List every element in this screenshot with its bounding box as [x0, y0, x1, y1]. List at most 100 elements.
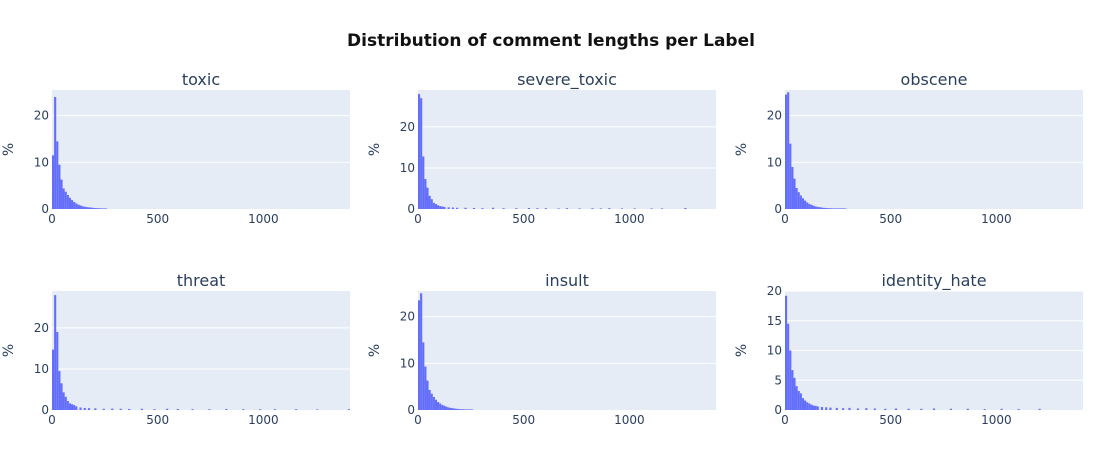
- histogram-bar: [565, 208, 569, 209]
- subplot-insult: 0 10 20 0 500 1000 insult%: [367, 271, 716, 427]
- histogram-bar: [620, 208, 624, 209]
- histogram-bar: [451, 408, 454, 410]
- histogram-bar: [633, 208, 636, 209]
- histogram-bar: [447, 207, 450, 209]
- histogram-bar: [808, 203, 811, 209]
- histogram-bar: [430, 393, 433, 410]
- y-tick-label: 10: [400, 356, 415, 370]
- histogram-bar: [71, 404, 74, 410]
- histogram-bar: [316, 409, 319, 410]
- histogram-bar: [68, 403, 72, 410]
- histogram-bar: [102, 208, 105, 209]
- histogram-bar: [119, 408, 122, 410]
- histogram-bar: [191, 409, 194, 410]
- histogram-bar: [83, 407, 86, 410]
- subplot-obscene: 0 10 20 0 500 1000 obscene%: [734, 70, 1083, 226]
- histogram-bar: [441, 206, 444, 209]
- histogram-bar: [812, 205, 815, 209]
- histogram-bar: [825, 407, 828, 410]
- plot-area: [52, 90, 350, 209]
- histogram-bar: [795, 188, 798, 209]
- histogram-bar: [829, 407, 832, 410]
- histogram-bar: [128, 408, 131, 410]
- histogram-bar: [62, 392, 65, 410]
- figure-title: Distribution of comment lengths per Labe…: [347, 31, 755, 51]
- y-tick-label: 20: [400, 120, 415, 134]
- histogram-bar: [166, 408, 169, 410]
- histogram-bar: [684, 207, 687, 209]
- plot-area: [52, 291, 350, 410]
- y-tick-label: 10: [767, 155, 782, 169]
- histogram-bar: [466, 409, 469, 410]
- histogram-bar: [1038, 408, 1041, 410]
- histogram-bar: [54, 295, 57, 410]
- histogram-bar: [111, 408, 114, 410]
- histogram-bar: [424, 179, 427, 209]
- x-tick-label: 0: [781, 413, 789, 427]
- histogram-bar: [650, 208, 653, 209]
- y-tick-label: 15: [767, 314, 782, 328]
- histogram-bar: [295, 409, 298, 410]
- histogram-bar: [966, 408, 969, 410]
- histogram-bar: [456, 408, 459, 410]
- histogram-bar: [428, 195, 431, 209]
- histogram-bar: [827, 208, 830, 209]
- histogram-bar: [73, 202, 76, 209]
- subplot-identity_hate: 0 5 10 15 20 0 500 1000 identity_hate%: [734, 271, 1083, 427]
- histogram-bar: [814, 206, 817, 209]
- y-tick-label: 0: [774, 403, 782, 417]
- histogram-bar: [441, 404, 444, 410]
- y-tick-label: 0: [407, 202, 415, 216]
- histogram-bar: [894, 408, 898, 410]
- x-tick-label: 0: [414, 212, 422, 226]
- histogram-bar: [432, 396, 435, 410]
- histogram-bar: [797, 192, 800, 209]
- x-tick-label: 500: [146, 212, 169, 226]
- histogram-bar: [60, 383, 63, 410]
- y-axis-label: %: [1, 143, 17, 156]
- x-tick-label: 0: [48, 212, 56, 226]
- histogram-bar: [98, 208, 101, 209]
- histogram-bar: [140, 408, 143, 410]
- y-tick-label: 0: [41, 403, 49, 417]
- histogram-bar: [52, 349, 55, 410]
- histogram-bar: [816, 206, 819, 209]
- histogram-bar: [791, 370, 794, 410]
- histogram-bar: [58, 371, 61, 410]
- y-tick-label: 20: [34, 321, 49, 335]
- histogram-bar: [949, 408, 952, 410]
- histogram-bar: [418, 300, 421, 410]
- y-axis-label: %: [734, 344, 750, 357]
- x-tick-label: 1000: [614, 413, 645, 427]
- x-tick-label: 1000: [614, 212, 645, 226]
- histogram-bar: [1000, 408, 1003, 410]
- histogram-bar: [176, 408, 179, 410]
- histogram-bar: [468, 409, 471, 410]
- histogram-bar: [825, 208, 828, 209]
- histogram-bar: [422, 156, 425, 209]
- histogram-bar: [920, 408, 923, 410]
- histogram-bar: [87, 207, 91, 209]
- histogram-bar: [789, 143, 792, 209]
- histogram-bar: [472, 207, 476, 209]
- histogram-bar: [426, 187, 429, 209]
- histogram-bar: [787, 323, 790, 410]
- histogram-bar: [56, 332, 59, 410]
- histogram-bar: [75, 406, 78, 410]
- histogram-bar: [795, 386, 798, 410]
- y-tick-label: 20: [767, 284, 782, 298]
- y-axis-label: %: [367, 143, 383, 156]
- x-tick-label: 1000: [248, 413, 279, 427]
- histogram-bar: [791, 167, 794, 209]
- histogram-bar: [833, 208, 836, 209]
- histogram-bar: [578, 208, 581, 209]
- histogram-bar: [77, 204, 80, 209]
- histogram-bar: [225, 408, 228, 410]
- histogram-bar: [831, 208, 834, 209]
- histogram-bar: [90, 207, 93, 209]
- histogram-bar: [460, 409, 463, 410]
- y-tick-label: 20: [34, 109, 49, 123]
- y-tick-label: 20: [400, 310, 415, 324]
- histogram-bar: [453, 408, 457, 410]
